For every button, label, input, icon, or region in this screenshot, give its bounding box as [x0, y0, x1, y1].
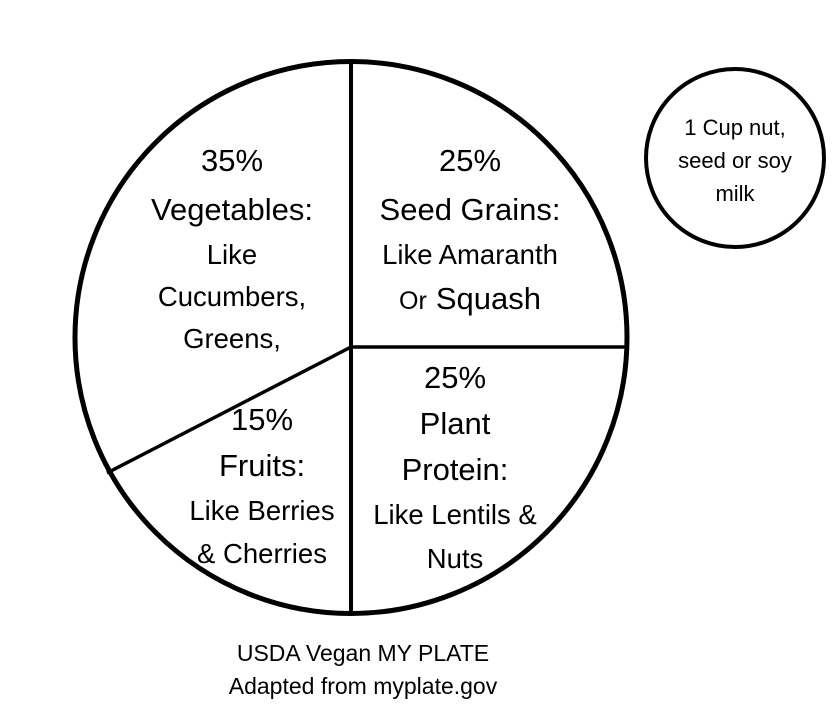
- vegetables-title: Vegetables:: [150, 192, 314, 227]
- vegetables-examples-line1: Like: [206, 239, 258, 270]
- milk-line1: 1 Cup nut,: [684, 115, 786, 140]
- plant-protein-examples-line2: Nuts: [426, 543, 484, 574]
- slice-label-fruits: 15% Fruits: Like Berries & Cherries: [122, 397, 402, 575]
- plant-protein-examples-line1: Like Lentils &: [373, 499, 537, 530]
- seed-grains-percent: 25%: [438, 143, 502, 178]
- plate-circle-outline: [72, 59, 630, 616]
- fruits-examples-line1: Like Berries: [189, 495, 335, 526]
- vegetables-examples-line2: Cucumbers,: [157, 281, 307, 312]
- milk-circle-outline: [644, 67, 826, 249]
- milk-line3: milk: [715, 181, 755, 206]
- fruits-percent: 15%: [230, 402, 294, 437]
- seed-grains-squash-word: Squash: [435, 281, 541, 316]
- slice-label-plant-protein: 25% Plant Protein: Like Lentils & Nuts: [315, 355, 595, 581]
- milk-circle-label: 1 Cup nut, seed or soy milk: [635, 111, 835, 210]
- caption-title: USDA Vegan MY PLATE: [236, 640, 490, 666]
- plant-protein-title-line2: Protein:: [401, 452, 509, 487]
- seed-grains-or-word: Or: [399, 287, 427, 315]
- milk-line2: seed or soy: [678, 148, 792, 173]
- plant-protein-percent: 25%: [423, 360, 487, 395]
- seed-grains-examples-line2: Or Squash: [330, 276, 610, 328]
- fruits-examples-line2: & Cherries: [197, 538, 327, 569]
- seed-grains-title: Seed Grains:: [379, 192, 561, 227]
- vegetables-percent: 35%: [200, 143, 264, 178]
- divider-diagonal: [106, 345, 352, 475]
- vegetables-examples-line3: Greens,: [183, 323, 281, 354]
- caption-source: Adapted from myplate.gov: [228, 673, 498, 699]
- slice-label-seed-grains: 25% Seed Grains: Like Amaranth Or Squash: [330, 136, 610, 328]
- seed-grains-examples-line1: Like Amaranth: [382, 239, 558, 270]
- figure-caption: USDA Vegan MY PLATE Adapted from myplate…: [163, 637, 563, 703]
- plant-protein-title-line1: Plant: [419, 406, 491, 441]
- slice-label-vegetables: 35% Vegetables: Like Cucumbers, Greens,: [92, 136, 372, 360]
- fruits-title: Fruits:: [218, 448, 306, 483]
